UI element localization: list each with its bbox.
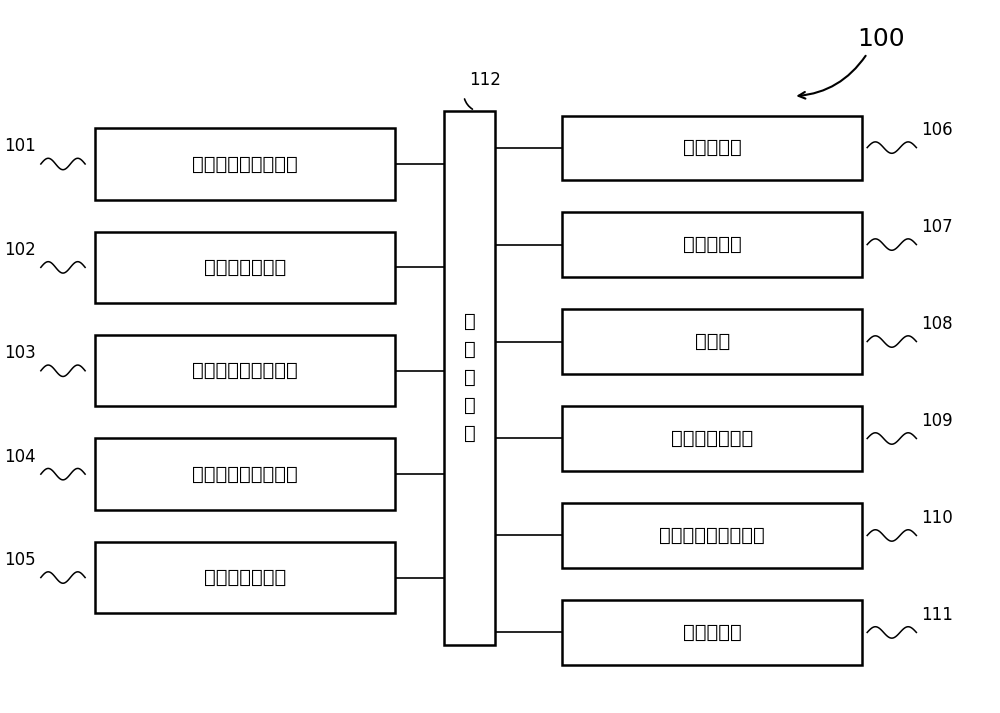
- Text: 100: 100: [857, 27, 905, 51]
- Bar: [562, 503, 862, 568]
- Bar: [444, 111, 495, 645]
- Text: 112: 112: [469, 71, 501, 89]
- Text: 105: 105: [4, 551, 36, 569]
- Text: 检索部: 检索部: [695, 332, 730, 351]
- Bar: [95, 438, 395, 510]
- Text: 相关信息文件存储部: 相关信息文件存储部: [192, 465, 298, 483]
- Text: 属性表格更新部: 属性表格更新部: [204, 568, 286, 587]
- Text: 装
置
控
制
部: 装 置 控 制 部: [464, 312, 476, 443]
- Bar: [562, 600, 862, 665]
- Text: 二维图形文件存储部: 二维图形文件存储部: [192, 155, 298, 173]
- Bar: [562, 212, 862, 277]
- Bar: [95, 335, 395, 406]
- Text: 101: 101: [4, 138, 36, 155]
- Text: 110: 110: [921, 509, 953, 527]
- Bar: [562, 309, 862, 374]
- Text: 三维图形文件存储部: 三维图形文件存储部: [192, 361, 298, 380]
- Text: 104: 104: [4, 448, 36, 466]
- Text: 画面存储部: 画面存储部: [683, 138, 742, 157]
- Text: 106: 106: [921, 121, 953, 139]
- Text: 103: 103: [4, 344, 36, 362]
- Bar: [562, 406, 862, 471]
- Bar: [95, 542, 395, 613]
- Text: 装置通信部: 装置通信部: [683, 623, 742, 642]
- Bar: [95, 128, 395, 200]
- Text: 关联展示控制部: 关联展示控制部: [671, 429, 753, 448]
- Text: 108: 108: [921, 315, 953, 333]
- Text: 102: 102: [4, 241, 36, 259]
- Bar: [95, 232, 395, 303]
- Text: 输入显示部: 输入显示部: [683, 235, 742, 254]
- Bar: [562, 116, 862, 180]
- Text: 107: 107: [921, 218, 953, 236]
- Text: 111: 111: [921, 606, 953, 624]
- Text: 109: 109: [921, 412, 953, 430]
- Text: 表格文件存储部: 表格文件存储部: [204, 258, 286, 277]
- Text: 关联文件生成存储部: 关联文件生成存储部: [659, 526, 765, 545]
